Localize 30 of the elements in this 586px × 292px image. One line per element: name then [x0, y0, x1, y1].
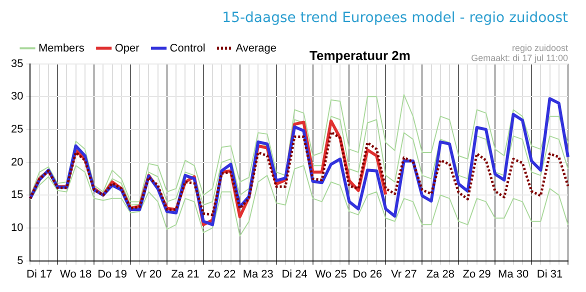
x-tick-label: Di 17: [26, 268, 52, 280]
y-tick-label: 35: [10, 58, 24, 70]
y-tick-label: 25: [10, 124, 24, 136]
legend-label: Oper: [114, 42, 140, 54]
y-tick-label: 20: [10, 156, 24, 168]
x-tick-label: Wo 18: [60, 268, 92, 280]
x-tick-label: Za 21: [171, 268, 200, 280]
chart-title: 15-daagse trend Europees model - regio zuidoost: [222, 10, 568, 26]
x-tick-label: Di 31: [536, 268, 563, 280]
text: regio zuidoost: [512, 42, 568, 53]
legend-label: Average: [236, 42, 277, 54]
x-tick-label: Ma 23: [242, 268, 274, 280]
y-tick-label: 15: [10, 189, 24, 202]
legend-label: Members: [38, 42, 85, 54]
x-tick-label: Zo 29: [462, 268, 491, 280]
chart-subtitle: Temperatuur 2m: [310, 48, 410, 63]
x-tick-label: Vr 27: [390, 268, 417, 280]
x-tick-label: Do 26: [352, 268, 382, 280]
x-tick-label: Vr 20: [136, 268, 162, 280]
x-tick-label: Do 19: [98, 268, 127, 280]
y-tick-label: 30: [10, 90, 24, 103]
x-tick-label: Wo 25: [315, 268, 347, 280]
x-tick-label: Ma 30: [498, 268, 529, 280]
y-tick-label: 10: [10, 222, 24, 234]
x-tick-label: Za 28: [426, 268, 454, 280]
text: Gemaakt: di 17 jul 11:00: [471, 52, 568, 63]
legend-label: Control: [170, 42, 206, 54]
x-tick-label: Di 24: [282, 268, 308, 280]
x-tick-label: Zo 22: [208, 268, 236, 280]
y-tick-label: 5: [17, 254, 24, 267]
